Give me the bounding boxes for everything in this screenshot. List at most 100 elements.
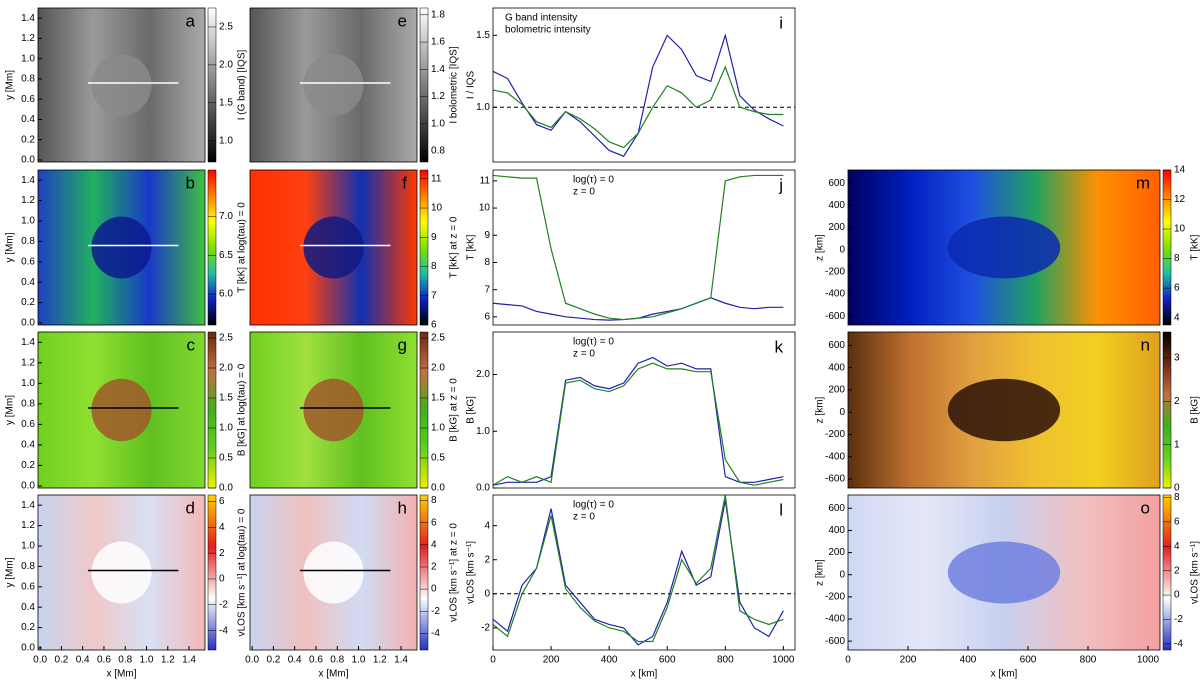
colorbar-tick-label: 2 xyxy=(219,548,225,559)
series-line xyxy=(492,174,784,321)
colorbar-tick-label: 0.5 xyxy=(431,453,445,464)
y-tick-label: 2.0 xyxy=(476,369,490,380)
colorbar xyxy=(207,7,217,163)
axes-frame xyxy=(492,494,796,651)
x-tick-label: 0.8 xyxy=(330,655,344,666)
y-tick-label: -200 xyxy=(825,266,845,277)
colorbar-label: vLOS [km s⁻¹] at log(tau) = 0 xyxy=(237,508,248,636)
y-axis-label: y [Mm] xyxy=(5,70,16,100)
y-axis-label: z [km] xyxy=(815,396,826,423)
image-feature xyxy=(303,378,364,442)
y-axis-label: y [Mm] xyxy=(5,232,16,262)
y-tick-label: 0.4 xyxy=(21,440,35,451)
colorbar xyxy=(1162,331,1172,489)
x-axis-label: x [km] xyxy=(991,669,1018,680)
x-tick-label: 600 xyxy=(1020,655,1037,666)
y-axis-label: I / IQS xyxy=(466,71,477,100)
axes-frame xyxy=(37,331,206,489)
colorbar-tick-label: 14 xyxy=(1174,165,1186,176)
colorbar-tick-label: 4 xyxy=(1174,312,1180,323)
y-tick-label: 0.2 xyxy=(21,460,35,471)
x-axis-label: x [km] xyxy=(631,669,658,680)
colorbar-label: T [kK] xyxy=(1190,234,1200,260)
colorbar-tick-label: 7 xyxy=(431,290,437,301)
image-feature xyxy=(91,216,152,279)
colorbar xyxy=(1162,169,1172,326)
colorbar-tick-label: 2.5 xyxy=(219,333,233,344)
colorbar xyxy=(207,169,217,326)
colorbar-tick-label: 12 xyxy=(1174,194,1186,205)
y-tick-label: 0.0 xyxy=(21,318,35,329)
y-tick-label: -600 xyxy=(825,311,845,322)
colorbar-tick-label: 1.2 xyxy=(431,91,445,102)
y-tick-label: -600 xyxy=(825,474,845,485)
legend-entry: log(τ) = 0 xyxy=(573,337,614,348)
y-tick-label: 0.0 xyxy=(21,481,35,492)
colorbar-tick-label: 7.0 xyxy=(219,211,233,222)
colorbar-tick-label: 1.5 xyxy=(219,97,233,108)
axes-frame xyxy=(847,331,1161,489)
panel-letter: c xyxy=(187,335,196,354)
y-tick-label: 0.4 xyxy=(21,602,35,613)
colorbar-tick-label: 2.5 xyxy=(431,333,445,344)
x-tick-label: 0.4 xyxy=(288,655,302,666)
x-axis-label: x [Mm] xyxy=(319,669,349,680)
panel-letter: d xyxy=(186,498,195,517)
colorbar-tick-label: 6 xyxy=(219,496,225,507)
y-axis-label: T [kK] xyxy=(466,234,477,260)
colorbar-tick-label: 2.0 xyxy=(219,363,233,374)
panel-letter: k xyxy=(775,337,784,356)
colorbar-tick-label: 8 xyxy=(431,495,437,506)
series-line xyxy=(492,33,784,157)
x-tick-label: 800 xyxy=(717,655,734,666)
axes-frame xyxy=(249,7,418,163)
image-feature xyxy=(303,216,364,279)
axes-frame xyxy=(37,7,206,163)
series-line xyxy=(492,297,784,321)
axes-frame xyxy=(847,169,1161,326)
colorbar-label: T [kK] at log(tau) = 0 xyxy=(237,202,248,293)
colorbar-tick-label: 2.0 xyxy=(219,60,233,71)
y-tick-label: 0.0 xyxy=(21,643,35,654)
colorbar-tick-label: 1.5 xyxy=(431,393,445,404)
x-tick-label: 0.6 xyxy=(309,655,323,666)
image-feature xyxy=(303,541,364,604)
y-tick-label: 1.0 xyxy=(476,102,490,113)
x-tick-label: 1.4 xyxy=(394,655,408,666)
y-tick-label: 600 xyxy=(828,503,845,514)
legend-entry: z = 0 xyxy=(573,512,595,523)
colorbar-tick-label: 4 xyxy=(431,539,437,550)
colorbar-tick-label: 1.0 xyxy=(219,423,233,434)
colorbar-tick-label: 0 xyxy=(1174,483,1180,494)
image-feature xyxy=(91,54,152,116)
y-tick-label: 1.4 xyxy=(21,500,35,511)
axes-frame xyxy=(249,494,418,651)
colorbar-label: I bolometric [IQS] xyxy=(449,46,460,123)
y-tick-label: 400 xyxy=(828,362,845,373)
colorbar-label: vLOS [km s⁻¹] xyxy=(1190,541,1200,604)
y-tick-label: 200 xyxy=(828,222,845,233)
y-tick-label: 7 xyxy=(484,284,490,295)
colorbar-tick-label: 6.0 xyxy=(219,289,233,300)
colorbar-tick-label: 8 xyxy=(1174,492,1180,503)
y-tick-label: -400 xyxy=(825,614,845,625)
y-tick-label: 0.0 xyxy=(476,483,490,494)
y-tick-label: 0.6 xyxy=(21,94,35,105)
y-tick-label: 600 xyxy=(828,340,845,351)
x-tick-label: 400 xyxy=(960,655,977,666)
x-tick-label: 0 xyxy=(845,655,851,666)
colorbar-tick-label: 6 xyxy=(431,517,437,528)
colorbar-tick-label: 10 xyxy=(431,203,443,214)
axes-frame xyxy=(37,169,206,326)
y-tick-label: 0.8 xyxy=(21,398,35,409)
colorbar-tick-label: -4 xyxy=(1174,639,1183,650)
colorbar-label: B [kG] at z = 0 xyxy=(449,378,460,442)
colorbar-tick-label: 4 xyxy=(1174,541,1180,552)
colorbar-tick-label: -4 xyxy=(431,628,440,639)
colorbar xyxy=(207,331,217,489)
y-tick-label: 0.2 xyxy=(21,297,35,308)
y-tick-label: 0 xyxy=(839,244,845,255)
y-tick-label: 1.0 xyxy=(21,541,35,552)
panel-letter: j xyxy=(778,175,783,194)
y-tick-label: 1.0 xyxy=(21,216,35,227)
